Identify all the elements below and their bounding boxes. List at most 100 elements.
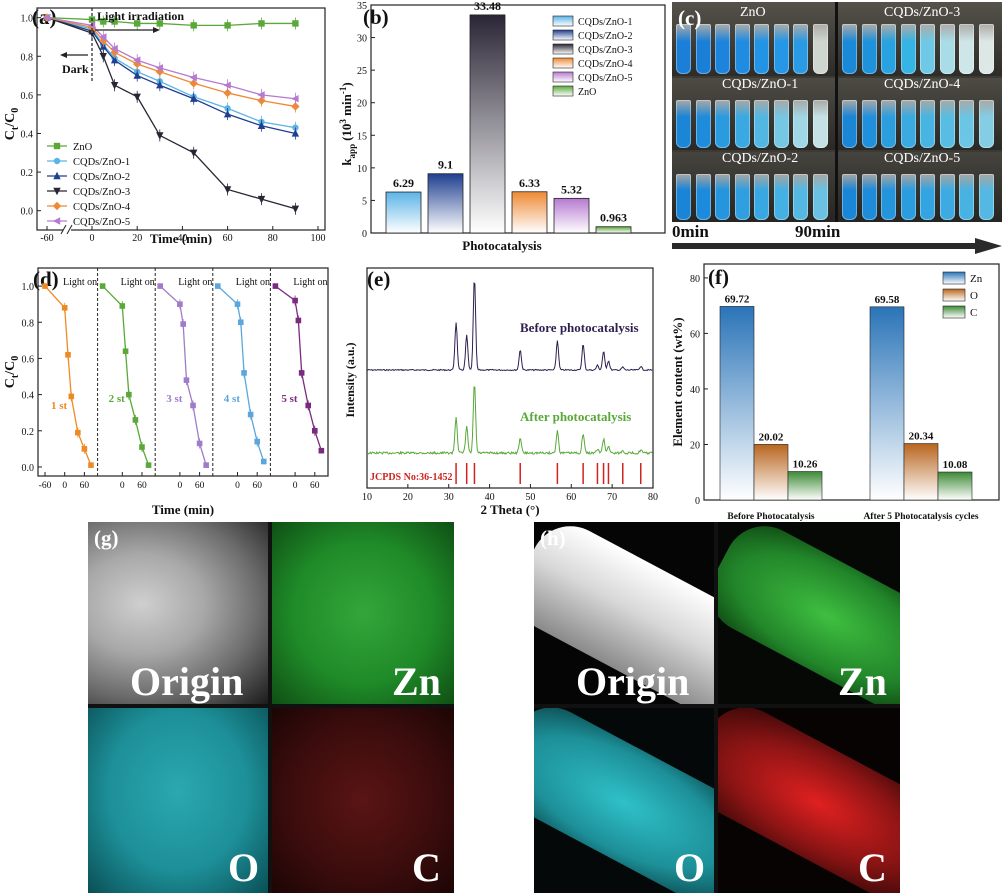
chart-a-ylabel: Ct/C0 [3,108,21,140]
chart-d-ytick-label: 0.8 [22,318,35,329]
legend-swatch [942,271,966,285]
photo-c-panel-label: (c) [678,6,702,30]
data-point [215,283,221,289]
legend-label: CQDs/ZnO-4 [578,59,632,70]
test-tube [920,24,935,74]
test-tube [842,24,857,74]
cycle-line-2 [102,285,150,466]
chart-a-ytick-label: 0.2 [21,168,34,179]
bar-value-label: 6.33 [519,176,540,190]
data-point [224,22,231,29]
bar-cqds-zno-2 [427,173,464,234]
test-tube [695,100,711,148]
chart-d-xtick-label: 0 [178,481,183,491]
dark-arrow-head [60,52,67,58]
legend-swatch [942,288,966,302]
chart-b-ytick-label: 20 [357,99,367,110]
test-tube [812,174,828,220]
chart-b-panel-label: (b) [363,5,389,29]
chart-b-ytick-label: 30 [357,34,367,45]
data-point [318,447,325,454]
chart-b-ytick-label: 10 [357,164,367,175]
chart-d-xtick-label: 60 [80,481,90,491]
dark-label: Dark [62,62,89,76]
chart-e: (e) 10 20 30 40 50 60 70 80 Before photocatalys… [343,267,658,517]
data-point [190,94,198,102]
legend-marker [53,142,61,150]
data-point [122,348,129,354]
bar-cqds-zno-4 [511,191,548,234]
photo-c-time-start: 0min [672,222,709,241]
test-tube [773,100,789,148]
chart-f-ytick-label: 40 [690,385,700,396]
bar-cqds-zno-1 [385,191,422,234]
test-tube [842,174,857,220]
test-tube [754,24,769,74]
map-g-zn: Zn [272,522,454,704]
data-point [133,56,141,64]
data-point [156,20,163,27]
data-point [42,13,51,22]
chart-a-ytick-label: 0.8 [21,52,34,63]
test-tube [715,100,730,148]
chart-b-ytick-label: 0 [362,229,367,240]
photo-c-time-end: 90min [795,222,841,241]
data-point [292,20,299,27]
test-tube [812,24,828,74]
test-tube [900,100,916,148]
legend-label: CQDs/ZnO-1 [73,157,130,168]
chart-e-xlabel: 2 Theta (°) [480,502,539,517]
test-tube [695,174,711,220]
chart-f-legend: Zn OC [942,271,983,319]
data-point [260,458,267,465]
photo-c-label-cqds5: CQDs/ZnO-5 [884,151,961,166]
data-point [133,93,141,101]
map-h-c-label: C [858,845,887,890]
test-tube [715,24,730,74]
chart-d-xtick-label: -60 [39,481,52,491]
cycle-label: 2 st [109,393,126,405]
map-g-origin: Origin [88,522,268,704]
bar-value-label: 9.1 [438,158,453,172]
photo-c-label-cqds4: CQDs/ZnO-4 [884,77,961,92]
data-point [68,393,75,400]
light-on-label: Light on [63,277,97,288]
series-line-cqds-zno-1 [46,17,296,129]
map-h: Origin Zn O C (h) [534,522,900,893]
legend-marker [53,171,61,180]
chart-e-xtick-label: 70 [607,492,617,503]
legend-label: CQDs/ZnO-5 [73,217,130,228]
data-point [311,427,318,434]
map-g-c: C [272,708,454,893]
test-tube [939,100,955,148]
chart-f-ytick-label: 80 [690,274,700,285]
data-point [139,444,145,450]
data-point [196,440,203,447]
chart-d-xtick-label: 60 [195,481,205,491]
test-tube [920,174,935,220]
chart-a-xtick-label: -60 [40,233,53,244]
data-point [110,55,119,64]
light-irradiation-label: Light irradiation [97,9,184,23]
bar-o [903,443,939,501]
chart-e-xtick-label: 50 [525,492,535,503]
chart-a-ytick-label: 0.0 [21,207,34,218]
data-point [223,88,232,98]
legend-marker [52,217,61,225]
data-point [298,370,305,376]
chart-e-xtick-label: 60 [566,492,576,503]
test-tube [939,24,955,74]
bar-value-label: 20.34 [909,431,934,443]
data-point [189,73,197,82]
legend-swatch [552,43,574,55]
data-point [183,377,190,383]
light-arrow-head [153,27,160,33]
data-point [257,91,265,99]
bar-o [753,444,789,501]
jcpds-label: JCPDS No:36-1452 [370,472,453,483]
photo-c-label-cqds1: CQDs/ZnO-1 [722,77,799,92]
bar-c [937,471,973,501]
test-tube [881,100,896,148]
test-tube [978,174,994,220]
